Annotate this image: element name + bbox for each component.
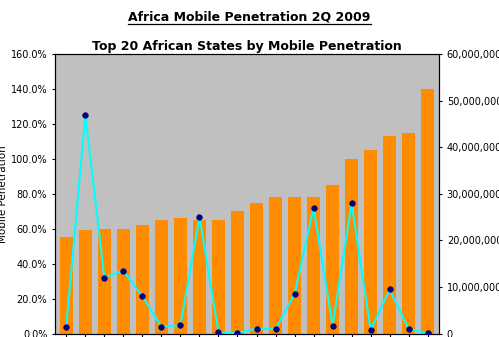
- Bar: [174, 218, 187, 334]
- Title: Top 20 African States by Mobile Penetration: Top 20 African States by Mobile Penetrat…: [92, 40, 402, 53]
- Bar: [288, 197, 301, 334]
- Bar: [269, 197, 282, 334]
- Bar: [364, 150, 377, 334]
- Bar: [383, 136, 396, 334]
- Bar: [402, 132, 415, 334]
- Bar: [250, 203, 263, 334]
- Bar: [307, 197, 320, 334]
- Bar: [136, 225, 149, 334]
- Bar: [79, 231, 92, 334]
- Bar: [212, 220, 225, 334]
- Bar: [231, 211, 244, 334]
- Bar: [117, 229, 130, 334]
- Text: Africa Mobile Penetration 2Q 2009: Africa Mobile Penetration 2Q 2009: [128, 10, 371, 23]
- Bar: [60, 238, 73, 334]
- Bar: [155, 220, 168, 334]
- Bar: [421, 89, 434, 334]
- Bar: [98, 229, 111, 334]
- Bar: [345, 159, 358, 334]
- Y-axis label: Mobile Penetration: Mobile Penetration: [0, 145, 7, 243]
- Bar: [193, 220, 206, 334]
- Bar: [326, 185, 339, 334]
